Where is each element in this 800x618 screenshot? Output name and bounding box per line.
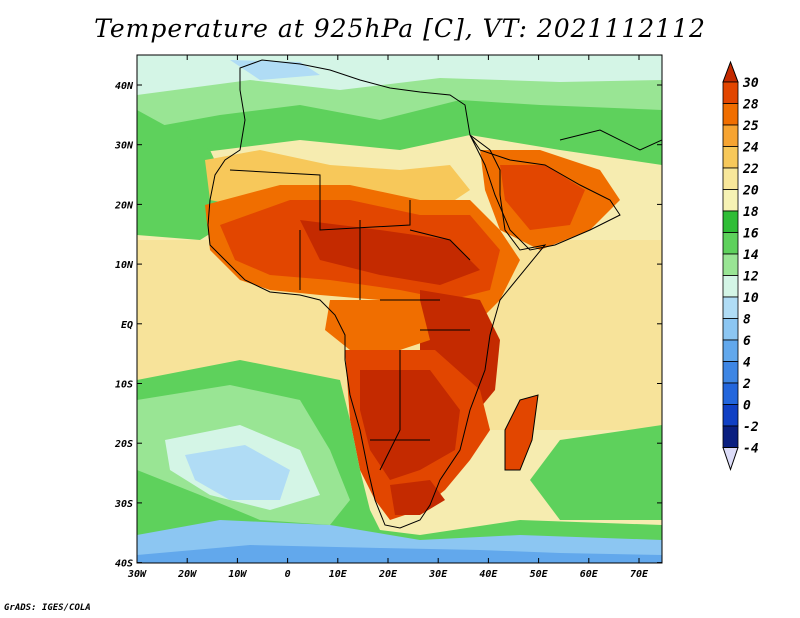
colorbar-swatch [722, 253, 739, 276]
colorbar-swatch [722, 404, 739, 427]
colorbar-swatch [722, 81, 739, 104]
colorbar-swatch [722, 124, 739, 147]
lon-tick-label: 30W [127, 569, 147, 580]
colorbar-label: 4 [743, 356, 751, 371]
colorbar-label: 22 [742, 162, 759, 177]
lon-tick-label: 20W [177, 569, 197, 580]
longitude-axis: 30W 20W 10W 0 10E 20E 30E 40E 50E 60E 70E [127, 55, 649, 580]
lon-tick-label: 70E [630, 569, 649, 580]
colorbar-swatch [722, 339, 739, 362]
colorbar-label: 12 [743, 270, 759, 285]
lon-tick-label: 60E [580, 569, 599, 580]
colorbar-label: 8 [743, 313, 751, 328]
colorbar-label: 2 [742, 377, 751, 392]
colorbar-label: 14 [743, 248, 759, 263]
colorbar-bottom-arrow [722, 447, 739, 472]
colorbar-label: 18 [743, 205, 759, 220]
colorbar-top-arrow [722, 60, 739, 83]
colorbar-swatch [722, 296, 739, 319]
colorbar-swatch [722, 167, 739, 190]
colorbar-label: 6 [743, 334, 751, 349]
colorbar-label: 20 [742, 184, 759, 199]
lon-tick-label: 40E [479, 569, 498, 580]
colorbar-label: 24 [742, 141, 759, 156]
colorbar-swatch [722, 232, 739, 255]
lat-tick-label: 30N [114, 141, 134, 152]
colorbar-label: 0 [743, 399, 751, 414]
map-frame [136, 54, 663, 564]
colorbar-swatch [722, 189, 739, 212]
lat-tick-label: 10S [115, 380, 133, 391]
colorbar-swatch [722, 361, 739, 384]
colorbar-swatch [722, 103, 739, 126]
grads-credit: GrADS: IGES/COLA [4, 603, 91, 613]
colorbar-swatch [722, 382, 739, 405]
lat-tick-label: 20S [114, 439, 133, 450]
lon-tick-label: 20E [378, 569, 398, 580]
lon-tick-label: 50E [530, 569, 549, 580]
colorbar-swatch [722, 146, 739, 169]
lat-tick-label: 10N [115, 260, 134, 271]
lat-tick-label: 40N [115, 81, 134, 92]
lon-tick-label: 10W [228, 569, 247, 580]
colorbar-swatch [722, 425, 739, 448]
temperature-field [137, 55, 662, 563]
lat-tick-label: 40S [115, 559, 133, 570]
colorbar-label: -4 [743, 442, 759, 457]
colorbar-label: 28 [742, 98, 759, 113]
lat-tick-label: 20N [114, 200, 134, 211]
latitude-axis: 40N 30N 20N 10N EQ 10S 20S 30S 40S [114, 81, 662, 570]
lat-tick-label: 30S [114, 499, 133, 510]
lon-tick-label: 0 [285, 569, 291, 580]
colorbar-swatch [722, 275, 739, 298]
colorbar-swatch [722, 210, 739, 233]
lon-tick-label: 10E [329, 569, 348, 580]
lon-tick-label: 30E [428, 569, 448, 580]
colorbar-label: -2 [743, 420, 759, 435]
colorbar-label: 16 [743, 227, 759, 242]
colorbar-label: 30 [742, 76, 759, 91]
map-title: Temperature at 925hPa [C], VT: 202111211… [94, 14, 706, 43]
coastlines [207, 59, 662, 529]
lat-tick-label: EQ [121, 320, 133, 331]
colorbar-label: 25 [742, 119, 759, 134]
colorbar-swatch [722, 318, 739, 341]
colorbar-label: 10 [743, 291, 759, 306]
